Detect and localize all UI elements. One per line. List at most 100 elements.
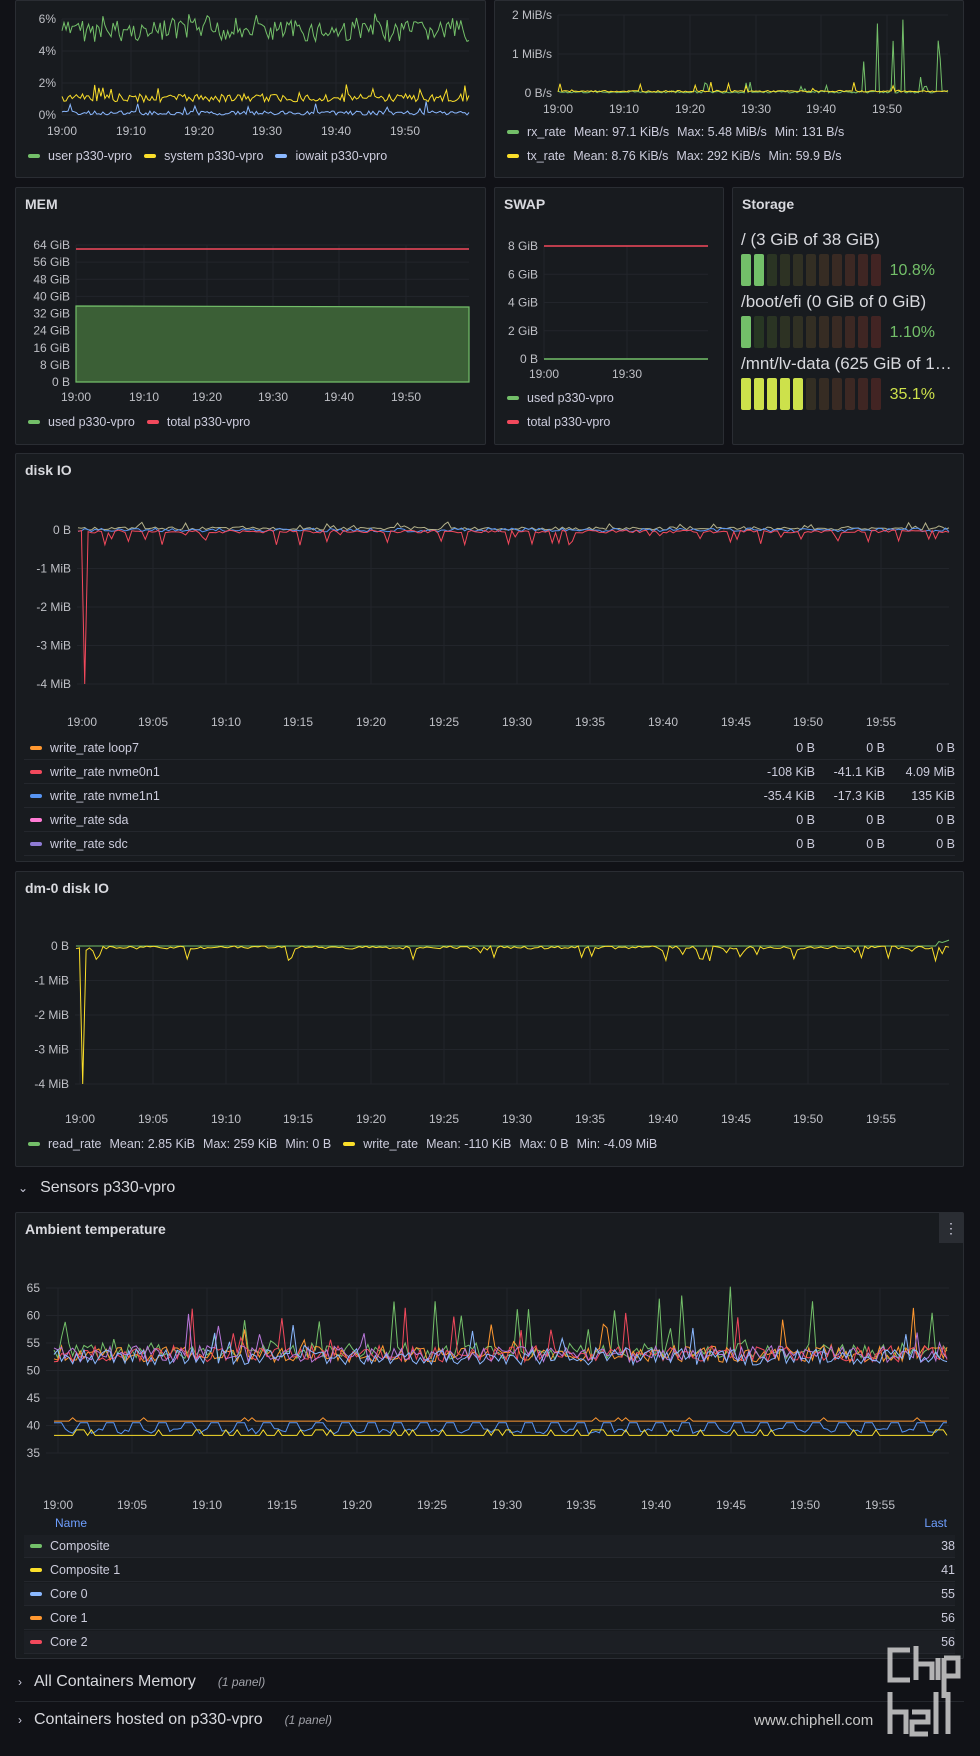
cpu-user-line	[61, 13, 470, 44]
x-tick-label: 19:50	[790, 1498, 820, 1512]
legend-row[interactable]: write_rate nvme1n1 -35.4 KiB -17.3 KiB 1…	[24, 785, 955, 808]
x-tick-label: 19:40	[324, 390, 354, 404]
legend-label[interactable]: rx_rate	[527, 125, 566, 139]
legend-swatch	[507, 420, 519, 424]
legend-swatch	[30, 1592, 42, 1596]
x-tick-label: 19:05	[138, 715, 168, 729]
col-header-name[interactable]: Name	[55, 1516, 88, 1530]
legend-value-1: 0 B	[796, 813, 815, 827]
legend-last-value: 56	[941, 1635, 955, 1649]
panel-title[interactable]: Ambient temperature	[25, 1221, 166, 1237]
row-all-containers-memory[interactable]: › All Containers Memory (1 panel)	[18, 1673, 265, 1691]
y-tick-label: -4 MiB	[34, 1077, 69, 1091]
bar-cell	[741, 254, 751, 286]
row-containers-hosted[interactable]: › Containers hosted on p330-vpro (1 pane…	[18, 1711, 332, 1729]
legend-label[interactable]: used p330-vpro	[527, 391, 614, 405]
y-tick-label: 2 GiB	[508, 324, 538, 338]
panel-title[interactable]: MEM	[25, 196, 58, 212]
x-tick-label: 19:40	[641, 1498, 671, 1512]
panel-menu-icon[interactable]: ⋮	[939, 1213, 963, 1243]
legend-row[interactable]: Core 1 56	[24, 1607, 955, 1630]
x-tick-label: 19:30	[741, 102, 771, 116]
legend-max: Max: 292 KiB/s	[676, 149, 761, 163]
panel-title[interactable]: SWAP	[504, 196, 546, 212]
x-tick-label: 19:00	[65, 1112, 95, 1126]
dm0-read-line	[76, 939, 950, 947]
mem-legend: used p330-vpro total p330-vpro	[28, 415, 250, 429]
x-tick-label: 19:35	[575, 1112, 605, 1126]
legend-swatch	[28, 154, 40, 158]
x-tick-label: 19:40	[648, 1112, 678, 1126]
legend-label: Core 0	[50, 1587, 88, 1601]
legend-swatch	[146, 420, 159, 424]
bar-cell	[819, 316, 829, 348]
legend-label: write_rate sda	[50, 813, 129, 827]
network-chart: 2 MiB/s 1 MiB/s 0 B/s 19:00 19:10 19:20 19:30 1…	[512, 8, 949, 116]
legend-last-value: 41	[941, 1563, 955, 1577]
x-tick-label: 19:25	[417, 1498, 447, 1512]
x-tick-label: 19:50	[391, 390, 421, 404]
cpu-chart: 6% 4% 2% 0% 19:00 19:10 19:20 19:30 19:40 19:50	[39, 12, 470, 138]
x-tick-label: 19:20	[356, 1112, 386, 1126]
legend-label[interactable]: tx_rate	[527, 149, 566, 163]
legend-swatch	[507, 154, 519, 158]
x-tick-label: 19:40	[321, 124, 351, 138]
swap-legend-total: total p330-vpro	[507, 415, 610, 429]
legend-row[interactable]: Core 2 56	[24, 1631, 955, 1654]
legend-row[interactable]: Composite 1 41	[24, 1559, 955, 1582]
legend-label[interactable]: read_rate	[48, 1137, 102, 1151]
y-tick-label: 32 GiB	[33, 307, 70, 321]
col-header-last[interactable]: Last	[924, 1516, 947, 1530]
legend-row[interactable]: Composite 38	[24, 1535, 955, 1558]
y-tick-label: 24 GiB	[33, 324, 70, 338]
diskio-panel: disk IO 0 B -1 MiB -2 MiB -3 MiB -4 MiB 19:00…	[15, 453, 964, 862]
watermark-site: www.chiphell.com	[754, 1712, 874, 1729]
legend-row[interactable]: write_rate sdc 0 B 0 B 0 B	[24, 833, 955, 856]
x-tick-label: 19:15	[283, 715, 313, 729]
y-tick-label: 4 GiB	[508, 296, 538, 310]
legend-row[interactable]: write_rate sda 0 B 0 B 0 B	[24, 809, 955, 832]
x-tick-label: 19:05	[117, 1498, 147, 1512]
row-sensors[interactable]: ⌄ Sensors p330-vpro	[18, 1179, 175, 1197]
y-tick-label: 55	[27, 1336, 41, 1350]
legend-swatch	[30, 1568, 42, 1572]
x-tick-label: 19:45	[721, 715, 751, 729]
x-tick-label: 19:25	[429, 1112, 459, 1126]
legend-label[interactable]: user p330-vpro	[48, 149, 133, 163]
x-tick-label: 19:30	[502, 1112, 532, 1126]
panel-title[interactable]: dm-0 disk IO	[25, 880, 110, 896]
y-tick-label: -1 MiB	[36, 562, 71, 576]
y-tick-label: 64 GiB	[33, 238, 70, 252]
bar-cell	[819, 254, 829, 286]
x-tick-label: 19:10	[129, 390, 159, 404]
x-tick-label: 19:30	[492, 1498, 522, 1512]
cpu-system-line	[61, 84, 470, 104]
y-tick-label: 6%	[39, 12, 57, 26]
legend-label[interactable]: write_rate	[363, 1137, 419, 1151]
legend-swatch	[343, 1142, 356, 1146]
x-tick-label: 19:45	[721, 1112, 751, 1126]
ambient-panel: Ambient temperature ⋮ 65 60 55 50 45 40 35 19:0…	[15, 1212, 964, 1659]
bar-cell	[741, 378, 751, 410]
legend-label[interactable]: iowait p330-vpro	[295, 149, 388, 163]
row-panel-count: (1 panel)	[217, 1675, 266, 1689]
bar-cell	[780, 378, 790, 410]
bar-cell	[767, 254, 777, 286]
legend-label[interactable]: total p330-vpro	[527, 415, 611, 429]
y-tick-label: -1 MiB	[34, 974, 69, 988]
legend-row[interactable]: write_rate nvme0n1 -108 KiB -41.1 KiB 4.…	[24, 761, 955, 784]
panel-title[interactable]: disk IO	[25, 462, 72, 478]
legend-row[interactable]: write_rate loop7 0 B 0 B 0 B	[24, 737, 955, 760]
legend-mean: Mean: 2.85 KiB	[109, 1137, 195, 1151]
legend-row[interactable]: Core 0 55	[24, 1583, 955, 1606]
panel-title[interactable]: Storage	[742, 196, 795, 212]
net-rx-line	[557, 19, 949, 94]
legend-label[interactable]: system p330-vpro	[164, 149, 264, 163]
bar-cell	[858, 316, 868, 348]
legend-swatch	[30, 818, 42, 822]
legend-swatch	[28, 1142, 40, 1146]
legend-label[interactable]: used p330-vpro	[48, 415, 135, 429]
legend-label[interactable]: total p330-vpro	[166, 415, 251, 429]
x-tick-label: 19:20	[192, 390, 222, 404]
y-tick-label: -4 MiB	[36, 677, 71, 691]
